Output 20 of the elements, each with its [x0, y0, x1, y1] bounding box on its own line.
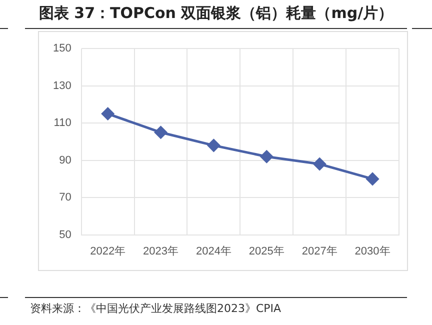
x-tick-label: 2022年 — [90, 245, 126, 258]
x-tick-label: 2027年 — [302, 245, 338, 258]
x-tick-label: 2024年 — [196, 245, 232, 258]
point — [366, 172, 379, 186]
y-tick-label: 130 — [52, 80, 72, 92]
x-tick-label: 2023年 — [143, 245, 179, 258]
y-tick-label: 70 — [59, 192, 72, 204]
point — [102, 108, 114, 120]
y-tick-label: 110 — [54, 117, 72, 130]
x-tick-label: 2025年 — [248, 245, 284, 258]
y-tick-label: 90 — [59, 154, 72, 166]
x-tick-label: 2030年 — [354, 245, 390, 258]
text: 资料来源：《中国光伏产业发展路线图2023》CPIA — [30, 301, 282, 316]
point — [154, 126, 168, 139]
y-tick-label: 150 — [52, 42, 72, 55]
y-tick-label: 50 — [59, 228, 72, 241]
point — [260, 150, 273, 163]
chart-title: 图表 37：TOPCon 双面银浆（铝）耗量（mg/片） — [38, 4, 394, 23]
point — [207, 139, 220, 152]
point — [313, 158, 326, 170]
